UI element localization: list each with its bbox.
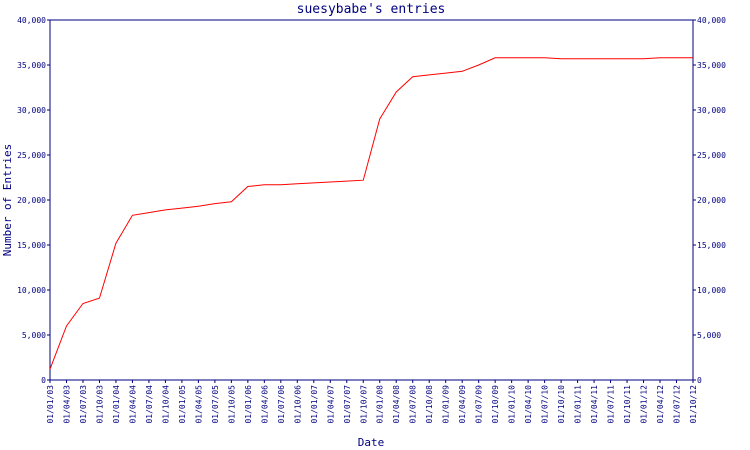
y2-tick-label: 25,000 bbox=[697, 151, 726, 160]
x-tick-label: 01/10/04 bbox=[161, 385, 170, 424]
y2-tick-label: 0 bbox=[697, 376, 702, 385]
y2-tick-label: 5,000 bbox=[697, 331, 721, 340]
x-tick-label: 01/01/03 bbox=[46, 385, 55, 424]
y2-tick-label: 35,000 bbox=[697, 61, 726, 70]
x-tick-label: 01/04/11 bbox=[590, 385, 599, 424]
y2-tick-label: 30,000 bbox=[697, 106, 726, 115]
y2-tick-label: 10,000 bbox=[697, 286, 726, 295]
x-tick-label: 01/07/03 bbox=[79, 385, 88, 424]
x-tick-label: 01/07/07 bbox=[343, 385, 352, 424]
x-tick-label: 01/01/12 bbox=[640, 385, 649, 424]
x-tick-label: 01/01/08 bbox=[376, 385, 385, 424]
x-tick-label: 01/04/03 bbox=[62, 385, 71, 424]
y-tick-label: 0 bbox=[41, 376, 46, 385]
y-tick-label: 20,000 bbox=[17, 196, 46, 205]
x-axis-label: Date bbox=[358, 436, 385, 449]
plot-frame bbox=[49, 19, 694, 381]
x-tick-label: 01/07/09 bbox=[475, 385, 484, 424]
x-tick-label: 01/07/12 bbox=[673, 385, 682, 424]
y2-tick-label: 15,000 bbox=[697, 241, 726, 250]
x-tick-label: 01/04/05 bbox=[194, 385, 203, 424]
x-tick-label: 01/01/07 bbox=[310, 385, 319, 424]
x-tick-label: 01/10/12 bbox=[689, 385, 698, 424]
x-tick-label: 01/01/05 bbox=[178, 385, 187, 424]
x-tick-label: 01/10/03 bbox=[95, 385, 104, 424]
y-tick-label: 15,000 bbox=[17, 241, 46, 250]
x-tick-label: 01/04/12 bbox=[656, 385, 665, 424]
x-tick-label: 01/01/06 bbox=[244, 385, 253, 424]
x-tick-label: 01/04/07 bbox=[326, 385, 335, 424]
x-tick-label: 01/10/10 bbox=[557, 385, 566, 424]
x-tick-label: 01/04/10 bbox=[524, 385, 533, 424]
x-tick-label: 01/04/06 bbox=[260, 385, 269, 424]
x-tick-label: 01/01/11 bbox=[574, 385, 583, 424]
x-tick-label: 01/10/06 bbox=[293, 385, 302, 424]
x-tick-label: 01/10/05 bbox=[227, 385, 236, 424]
x-tick-label: 01/10/08 bbox=[425, 385, 434, 424]
x-tick-label: 01/01/04 bbox=[112, 385, 121, 424]
x-tick-label: 01/10/11 bbox=[623, 385, 632, 424]
x-tick-label: 01/07/10 bbox=[541, 385, 550, 424]
y2-tick-label: 40,000 bbox=[697, 16, 726, 25]
x-tick-label: 01/01/09 bbox=[442, 385, 451, 424]
y2-tick-label: 20,000 bbox=[697, 196, 726, 205]
y-tick-label: 25,000 bbox=[17, 151, 46, 160]
x-tick-label: 01/10/07 bbox=[359, 385, 368, 424]
y-tick-label: 5,000 bbox=[22, 331, 46, 340]
x-tick-label: 01/07/04 bbox=[145, 385, 154, 424]
x-tick-label: 01/04/04 bbox=[128, 385, 137, 424]
y-axis-label: Number of Entries bbox=[1, 144, 14, 257]
x-tick-label: 01/04/08 bbox=[392, 385, 401, 424]
y-tick-label: 30,000 bbox=[17, 106, 46, 115]
x-tick-label: 01/07/05 bbox=[211, 385, 220, 424]
y-tick-label: 10,000 bbox=[17, 286, 46, 295]
y-tick-label: 35,000 bbox=[17, 61, 46, 70]
x-tick-label: 01/04/09 bbox=[458, 385, 467, 424]
y-tick-label: 40,000 bbox=[17, 16, 46, 25]
chart-title: suesybabe's entries bbox=[297, 2, 446, 17]
x-tick-label: 01/07/11 bbox=[607, 385, 616, 424]
x-tick-label: 01/07/06 bbox=[277, 385, 286, 424]
x-tick-label: 01/10/09 bbox=[491, 385, 500, 424]
x-tick-label: 01/07/08 bbox=[409, 385, 418, 424]
x-tick-label: 01/01/10 bbox=[508, 385, 517, 424]
data-line bbox=[49, 57, 693, 370]
